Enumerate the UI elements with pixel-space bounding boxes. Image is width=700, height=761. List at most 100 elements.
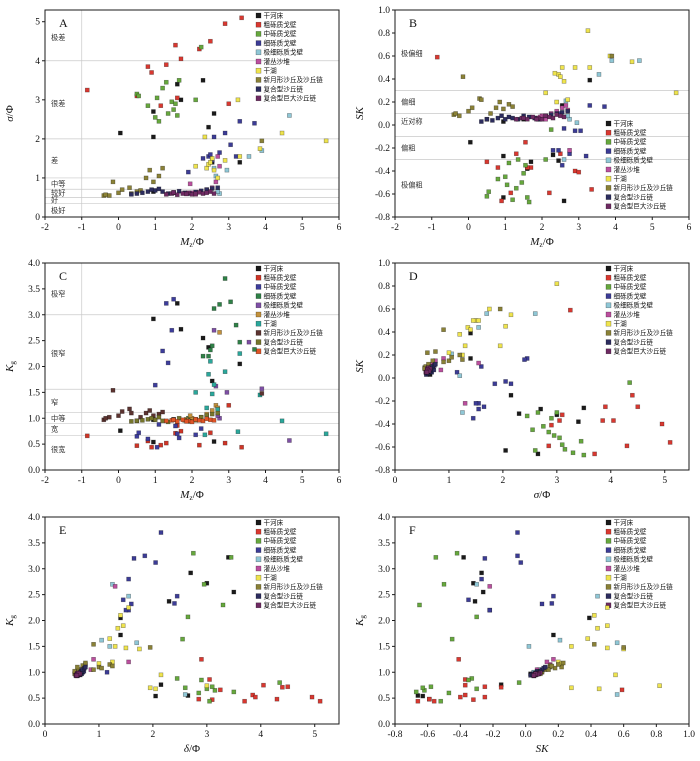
data-point <box>595 593 600 599</box>
svg-text:4: 4 <box>263 476 268 486</box>
data-point <box>158 103 164 108</box>
data-point <box>497 99 503 105</box>
svg-text:3.0: 3.0 <box>378 565 390 575</box>
data-point <box>261 682 266 688</box>
legend-item: 中砾质戈壁 <box>605 536 647 545</box>
legend-label: 极细砾质戈壁 <box>264 555 304 564</box>
svg-text:2: 2 <box>190 223 195 233</box>
svg-text:3.5: 3.5 <box>378 539 390 549</box>
data-point <box>493 105 499 111</box>
data-point <box>226 403 232 408</box>
legend-label: 干湖 <box>614 319 628 328</box>
legend-item: 中砾质戈壁 <box>605 137 647 146</box>
data-point <box>176 78 182 83</box>
data-point <box>147 408 153 413</box>
svg-text:0: 0 <box>43 730 48 740</box>
data-point <box>457 113 462 119</box>
data-point <box>551 593 556 599</box>
data-point <box>619 687 625 693</box>
data-point <box>543 90 548 96</box>
data-point <box>178 56 184 62</box>
data-point <box>189 419 195 425</box>
data-point <box>492 381 498 387</box>
data-point <box>152 115 158 120</box>
legend-label: 新月形沙丘及沙丘链 <box>614 328 674 337</box>
data-point <box>119 409 125 414</box>
data-point <box>581 452 587 458</box>
data-point <box>182 692 188 697</box>
data-point <box>659 421 665 427</box>
data-point <box>562 447 568 452</box>
legend-label: 细砾质戈壁 <box>264 38 297 47</box>
data-point <box>153 693 158 699</box>
legend-label: 干河床 <box>264 264 284 273</box>
data-point <box>231 689 237 695</box>
legend-label: 复合型巨大沙丘链 <box>264 347 317 356</box>
svg-text:-0.4: -0.4 <box>375 167 390 177</box>
legend-swatch <box>255 284 262 290</box>
svg-text:4.0: 4.0 <box>28 259 40 269</box>
svg-text:1.0: 1.0 <box>28 668 40 678</box>
legend-item: 干湖 <box>255 66 277 75</box>
data-point <box>112 584 118 589</box>
x-axis-label: Mz/Φ <box>179 489 204 502</box>
data-point <box>587 103 593 108</box>
data-point <box>473 401 479 406</box>
svg-text:1: 1 <box>153 223 158 233</box>
data-point <box>212 688 218 693</box>
data-point <box>524 413 530 419</box>
svg-text:很窄: 很窄 <box>51 349 65 358</box>
data-point <box>441 581 447 587</box>
scatter-points <box>84 276 329 450</box>
data-point <box>551 657 556 662</box>
scatter-points <box>434 28 679 205</box>
data-point <box>521 115 526 121</box>
svg-text:很宽: 很宽 <box>51 445 65 454</box>
legend-item: 复合型沙丘链 <box>605 591 653 600</box>
svg-text:-0.6: -0.6 <box>375 443 390 453</box>
legend-label: 新月形沙丘及沙丘链 <box>264 328 324 337</box>
legend-label: 新月形沙丘及沙丘链 <box>264 75 324 84</box>
data-point <box>602 104 607 109</box>
legend-item: 粗砾质戈壁 <box>605 128 647 137</box>
legend-label: 粗砾质戈壁 <box>614 527 647 536</box>
data-point <box>145 64 151 69</box>
data-point <box>211 439 217 444</box>
data-point <box>546 667 551 672</box>
data-point <box>277 680 282 685</box>
data-point <box>484 311 490 316</box>
data-point <box>123 607 129 613</box>
data-point <box>193 390 198 395</box>
data-point <box>222 130 228 136</box>
data-point <box>430 358 436 364</box>
data-point <box>556 148 561 153</box>
legend-label: 粗砾质戈壁 <box>614 273 647 282</box>
scatter-points <box>413 530 662 704</box>
data-point <box>75 664 80 670</box>
data-point <box>166 599 172 604</box>
legend-swatch <box>605 538 612 544</box>
legend-item: 粗砾质戈壁 <box>255 20 297 29</box>
legend-item: 复合型沙丘链 <box>255 84 303 93</box>
legend-item: 复合型巨大沙丘链 <box>605 347 667 356</box>
data-point <box>587 615 592 621</box>
data-point <box>551 632 556 638</box>
data-point <box>126 659 131 665</box>
legend-label: 粗砾质戈壁 <box>264 273 297 282</box>
svg-text:1.0: 1.0 <box>378 668 390 678</box>
svg-text:中等: 中等 <box>51 414 65 423</box>
svg-text:-0.4: -0.4 <box>375 420 390 430</box>
legend-label: 中砾质戈壁 <box>264 29 297 38</box>
legend-swatch <box>605 519 612 526</box>
svg-text:2: 2 <box>190 476 195 486</box>
svg-text:1.0: 1.0 <box>683 730 695 740</box>
svg-text:3.5: 3.5 <box>28 539 40 549</box>
svg-text:0.4: 0.4 <box>378 328 390 338</box>
data-point <box>224 167 230 173</box>
data-point <box>160 165 165 171</box>
legend-swatch <box>605 574 612 581</box>
data-point <box>156 119 162 124</box>
svg-text:好: 好 <box>51 195 58 204</box>
data-point <box>502 174 508 180</box>
data-point <box>479 119 484 124</box>
